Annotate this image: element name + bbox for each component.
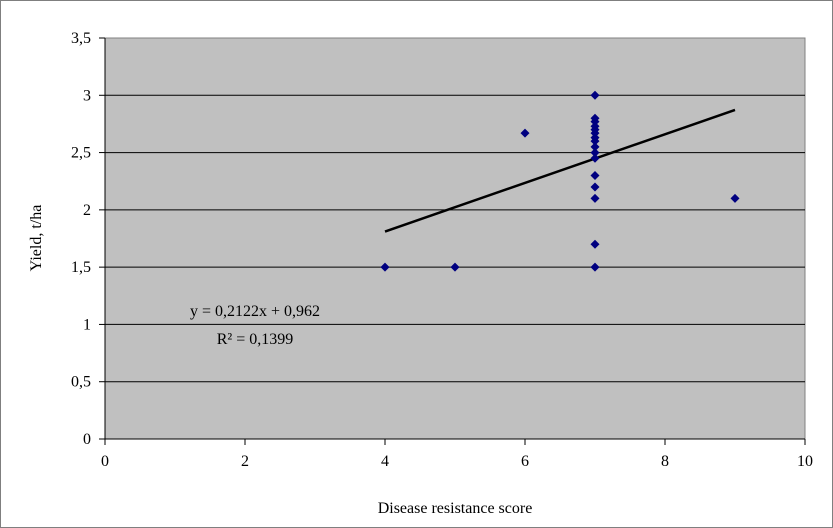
- y-tick-label: 1,5: [71, 259, 91, 276]
- data-point: [590, 128, 600, 138]
- y-tick-label: 0,5: [71, 374, 91, 391]
- data-point: [520, 128, 530, 138]
- data-point: [450, 262, 460, 272]
- data-point: [590, 117, 600, 127]
- gridlines: [105, 94, 805, 383]
- x-tick-label: 10: [797, 453, 813, 470]
- data-point: [380, 262, 390, 272]
- data-point: [590, 90, 600, 100]
- data-point: [730, 193, 740, 203]
- y-tick-labels: 0 0,5 1 1,5 2 2,5 3 3,5: [71, 30, 91, 448]
- y-axis-title: Yield, t/ha: [28, 205, 45, 272]
- data-point: [590, 193, 600, 203]
- x-tick-label: 4: [381, 453, 389, 470]
- y-tick-label: 0: [83, 431, 91, 448]
- data-point: [590, 142, 600, 152]
- y-tick-label: 2: [83, 202, 91, 219]
- data-point: [590, 239, 600, 249]
- data-point: [590, 136, 600, 146]
- y-tick-label: 3,5: [71, 30, 91, 47]
- axes: [99, 37, 806, 445]
- y-tick-label: 2,5: [71, 145, 91, 162]
- trendline: [384, 108, 736, 233]
- data-point: [590, 170, 600, 180]
- y-tick-label: 1: [83, 316, 91, 333]
- data-point: [590, 153, 600, 163]
- x-tick-labels: 0 2 4 6 8 10: [101, 453, 813, 470]
- r-squared-label: R² = 0,1399: [217, 331, 294, 348]
- x-axis-title: Disease resistance score: [378, 500, 533, 517]
- data-point: [590, 262, 600, 272]
- data-points: [380, 90, 740, 272]
- plot-area: [104, 37, 806, 440]
- x-tick-label: 2: [241, 453, 249, 470]
- x-tick-label: 8: [661, 453, 669, 470]
- data-point: [590, 182, 600, 192]
- x-tick-label: 0: [101, 453, 109, 470]
- trendline-equation: y = 0,2122x + 0,962: [190, 303, 320, 320]
- data-point: [590, 148, 600, 158]
- y-tick-label: 3: [83, 87, 91, 104]
- x-tick-label: 6: [521, 453, 529, 470]
